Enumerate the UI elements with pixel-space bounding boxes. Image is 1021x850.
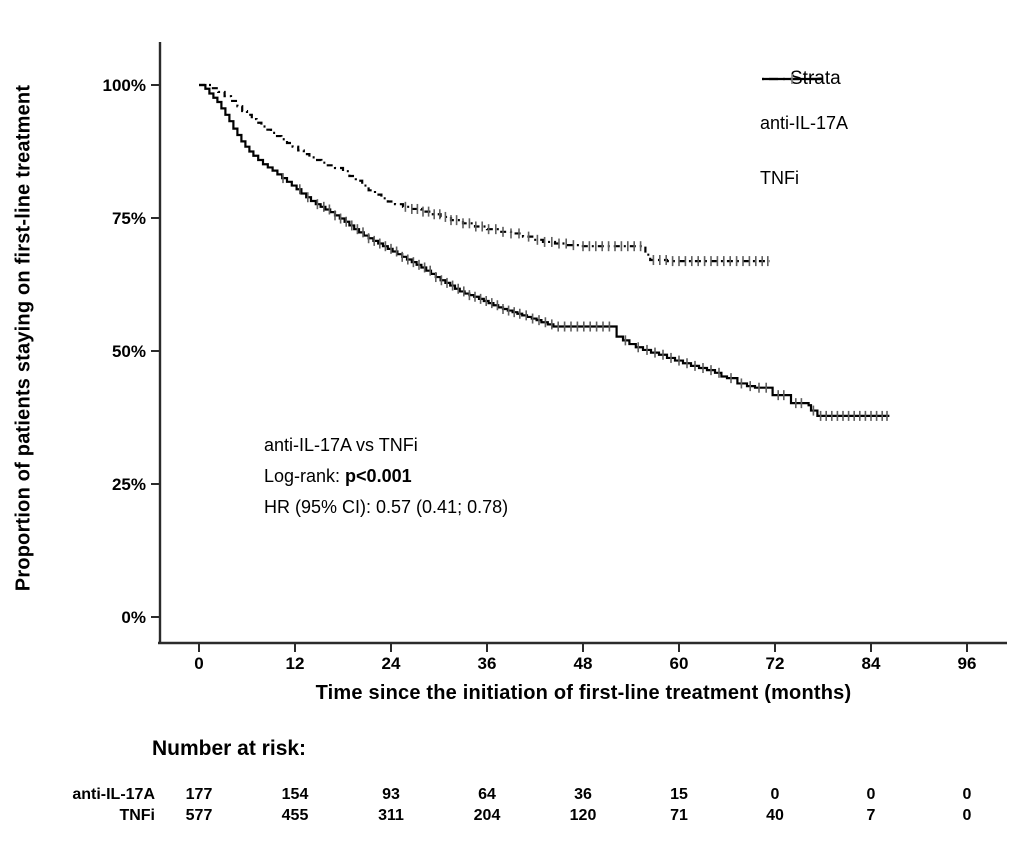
risk-count: 120 <box>570 807 597 824</box>
survival-curve-anti-il-17a <box>199 83 770 263</box>
x-tick-label: 96 <box>958 654 977 673</box>
risk-count: 455 <box>282 807 309 824</box>
x-tick-label: 0 <box>194 654 203 673</box>
legend-label-anti-il-17a: anti-IL-17A <box>760 112 849 133</box>
risk-table-title: Number at risk: <box>152 737 307 760</box>
logrank-text: Log-rank: p<0.001 <box>264 461 508 492</box>
comparison-text: anti-IL-17A vs TNFi <box>264 435 418 455</box>
x-axis-title: Time since the initiation of first-line … <box>315 682 852 704</box>
x-tick-label: 24 <box>382 654 401 673</box>
risk-count: 0 <box>867 786 876 803</box>
risk-count: 311 <box>378 807 404 824</box>
risk-count: 154 <box>282 786 309 803</box>
risk-count: 40 <box>766 807 784 824</box>
y-tick-label: 100% <box>103 76 146 95</box>
y-tick-label: 0% <box>121 608 146 627</box>
x-tick-label: 72 <box>766 654 785 673</box>
risk-count: 7 <box>867 807 876 824</box>
x-tick-label: 36 <box>478 654 497 673</box>
risk-count: 0 <box>963 807 972 824</box>
legend-item-anti-il-17a: anti-IL-17A <box>760 74 1010 134</box>
legend-item-tnfi: TNFi <box>760 74 1010 189</box>
risk-count: 64 <box>478 786 496 803</box>
solid-line-sample-icon <box>762 74 822 84</box>
legend: Strata anti-IL-17A TNFi <box>760 68 1010 222</box>
y-tick-label: 25% <box>112 475 146 494</box>
x-tick-label: 84 <box>862 654 881 673</box>
x-tick-label: 60 <box>670 654 689 673</box>
risk-count: 0 <box>963 786 972 803</box>
x-tick-label: 48 <box>574 654 593 673</box>
risk-count: 577 <box>186 807 213 824</box>
risk-count: 15 <box>670 786 688 803</box>
legend-label-tnfi: TNFi <box>760 167 799 188</box>
y-axis-title: Proportion of patients staying on first-… <box>12 84 35 592</box>
risk-count: 204 <box>474 807 501 824</box>
logrank-p-value: p<0.001 <box>345 466 412 486</box>
x-tick-label: 12 <box>286 654 305 673</box>
risk-count: 71 <box>670 807 688 824</box>
risk-count: 36 <box>574 786 592 803</box>
risk-count: 0 <box>771 786 780 803</box>
risk-count: 93 <box>382 786 400 803</box>
y-tick-label: 75% <box>112 209 146 228</box>
risk-row-label-tnfi: TNFi <box>119 807 155 824</box>
stats-annotation: anti-IL-17A vs TNFi Log-rank: p<0.001 HR… <box>264 430 508 523</box>
logrank-prefix: Log-rank: <box>264 466 346 486</box>
risk-count: 177 <box>186 786 213 803</box>
risk-row-label-anti-il-17a: anti-IL-17A <box>72 786 155 803</box>
y-tick-label: 50% <box>112 342 146 361</box>
hazard-ratio-text: HR (95% CI): 0.57 (0.41; 0.78) <box>264 497 509 517</box>
